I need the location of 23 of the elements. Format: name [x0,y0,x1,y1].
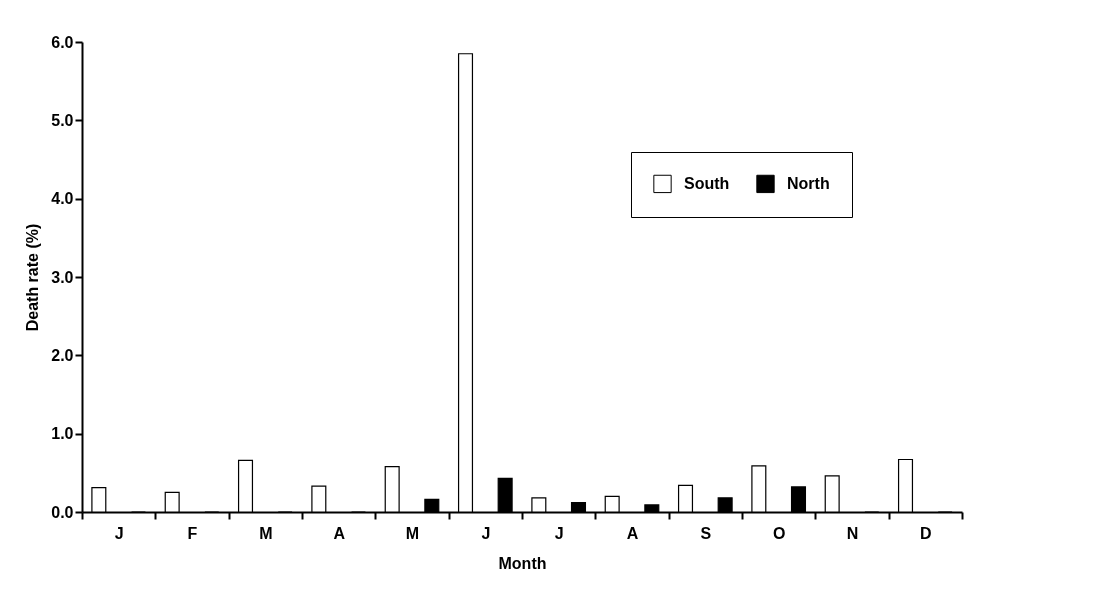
x-axis-title: Month [498,554,547,572]
y-tick-label: 0.0 [51,503,74,521]
x-tick-label: D [920,524,932,542]
x-tick-label: M [405,524,420,542]
x-tick-label: O [772,524,786,542]
x-tick-label: J [481,524,491,542]
y-tick-label: 6.0 [51,33,74,51]
x-tick-label: S [700,524,712,542]
y-tick-label: 1.0 [51,425,74,443]
y-tick-label: 2.0 [51,346,74,364]
y-tick-label: 3.0 [51,268,74,286]
x-tick-label: J [114,524,124,542]
x-tick-label: J [554,524,564,542]
legend-label: North [787,174,830,192]
y-axis-title: Death rate (%) [24,223,42,332]
x-tick-label: M [259,524,273,542]
x-tick-label: A [333,524,346,542]
x-tick-label: N [846,524,859,542]
x-tick-label: A [626,524,639,542]
x-tick-label: F [187,524,198,542]
y-tick-label: 5.0 [51,111,74,129]
legend-label: South [684,174,730,192]
y-tick-label: 4.0 [51,190,74,208]
